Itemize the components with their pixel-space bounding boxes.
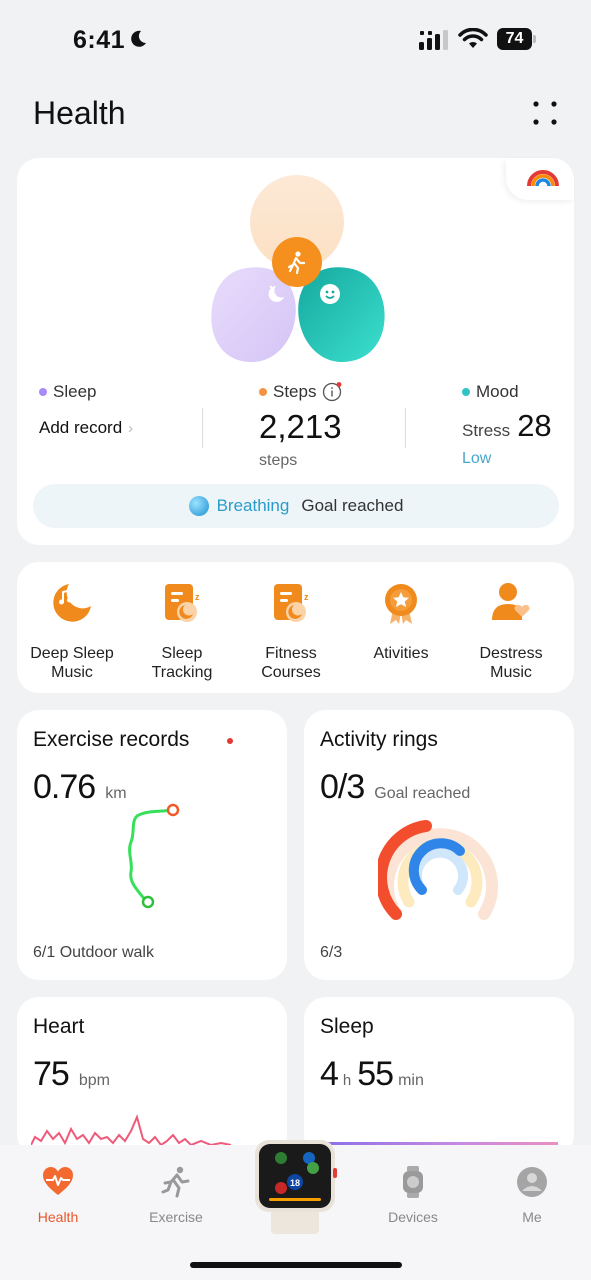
mood-label: Mood bbox=[476, 382, 519, 401]
battery-level: 74 bbox=[497, 28, 532, 50]
battery-icon: 74 bbox=[497, 28, 537, 50]
steps-metric[interactable]: Steps 2,213 steps bbox=[259, 382, 342, 470]
more-options-icon[interactable] bbox=[530, 98, 560, 128]
shortcut-destress-music[interactable]: Destress Music bbox=[456, 580, 566, 682]
shortcut-label: Deep Sleep Music bbox=[30, 645, 114, 681]
running-icon bbox=[161, 1166, 190, 1198]
page-title: Health bbox=[33, 95, 126, 131]
steps-dot bbox=[259, 388, 267, 396]
heart-card[interactable]: Heart 75 bpm bbox=[17, 997, 287, 1157]
add-record-label: Add record bbox=[39, 418, 123, 437]
exercise-distance: 0.76 bbox=[33, 768, 96, 806]
new-record-dot bbox=[227, 738, 233, 744]
tab-label: Devices bbox=[388, 1209, 438, 1225]
runner-icon bbox=[287, 251, 306, 275]
sleep-card[interactable]: Sleep 4 h 55 min bbox=[304, 997, 574, 1157]
shortcut-label: Destress Music bbox=[479, 645, 543, 681]
add-sleep-record-link[interactable]: Add record › bbox=[39, 418, 133, 438]
rings-value: 0/3 bbox=[320, 768, 365, 806]
smartwatch-device-image[interactable]: 18 bbox=[253, 1138, 337, 1234]
heart-rate-value: 75 bbox=[33, 1055, 70, 1093]
rainbow-icon bbox=[527, 170, 559, 190]
sleep-dot bbox=[39, 388, 47, 396]
sleep-moon-icon bbox=[268, 285, 284, 302]
sleep-card-title: Sleep bbox=[320, 1015, 374, 1038]
chevron-right-icon: › bbox=[128, 419, 134, 437]
status-bar: 6:41 74 bbox=[0, 0, 591, 80]
sleep-minutes-unit: min bbox=[398, 1072, 424, 1089]
medal-icon bbox=[385, 584, 417, 624]
breathing-label: Breathing bbox=[216, 496, 290, 515]
shortcut-label: Fitness Courses bbox=[261, 645, 321, 681]
svg-text:z: z bbox=[304, 592, 309, 602]
stress-label: Stress bbox=[462, 421, 511, 440]
stress-value: 28 bbox=[517, 408, 552, 443]
shortcut-activities[interactable]: Ativities bbox=[346, 580, 456, 663]
shortcut-label: Sleep Tracking bbox=[151, 645, 213, 681]
sleep-stage-bar bbox=[320, 1142, 558, 1145]
heart-rate-sparkline bbox=[31, 1113, 232, 1145]
exercise-records-card[interactable]: Exercise records 0.76 km 6/1 Outdoor wal… bbox=[17, 710, 287, 980]
divider bbox=[405, 408, 406, 448]
steps-label: Steps bbox=[273, 382, 317, 401]
health-petals-graphic bbox=[211, 175, 385, 362]
activity-rings-graphic bbox=[378, 820, 498, 920]
breathing-icon bbox=[188, 496, 209, 516]
divider bbox=[202, 408, 203, 448]
steps-value: 2,213 bbox=[259, 408, 342, 445]
steps-unit: steps bbox=[259, 452, 298, 469]
mood-dot bbox=[462, 388, 470, 396]
destress-icon bbox=[492, 583, 530, 620]
profile-icon bbox=[517, 1167, 547, 1197]
signal-icon bbox=[419, 30, 448, 50]
shortcut-sleep-tracking[interactable]: z Sleep Tracking bbox=[127, 580, 237, 682]
tab-label: Me bbox=[522, 1209, 542, 1225]
stress-level: Low bbox=[462, 450, 492, 467]
heart-card-title: Heart bbox=[33, 1015, 85, 1038]
watch-date: 18 bbox=[290, 1178, 300, 1188]
shortcut-label: Ativities bbox=[373, 645, 429, 662]
tab-devices[interactable]: Devices bbox=[368, 1165, 458, 1225]
tab-me[interactable]: Me bbox=[487, 1165, 577, 1225]
exercise-card-title: Exercise records bbox=[33, 728, 190, 751]
health-summary-card[interactable]: Sleep Add record › Steps 2,213 steps Moo… bbox=[17, 158, 574, 545]
shortcut-fitness-courses[interactable]: z Fitness Courses bbox=[236, 580, 346, 682]
shortcut-deep-sleep-music[interactable]: Deep Sleep Music bbox=[17, 580, 127, 682]
tab-health[interactable]: Health bbox=[13, 1165, 103, 1225]
rings-card-title: Activity rings bbox=[320, 728, 438, 751]
mood-face-icon bbox=[320, 284, 340, 304]
sleep-tracking-icon: z bbox=[165, 584, 200, 622]
status-time: 6:41 bbox=[73, 26, 126, 54]
music-moon-icon bbox=[53, 584, 91, 622]
breathing-banner[interactable]: Breathing Goal reached bbox=[33, 484, 559, 528]
svg-text:z: z bbox=[195, 592, 200, 602]
activity-rings-card[interactable]: Activity rings 0/3 Goal reached 6/3 bbox=[304, 710, 574, 980]
exercise-card-footer: 6/1 Outdoor walk bbox=[33, 944, 154, 961]
heart-rate-unit: bpm bbox=[78, 1072, 110, 1089]
tab-label: Exercise bbox=[149, 1209, 203, 1225]
sleep-hours: 4 bbox=[320, 1055, 339, 1093]
home-indicator[interactable] bbox=[190, 1262, 402, 1268]
watch-icon bbox=[403, 1166, 423, 1198]
tab-exercise[interactable]: Exercise bbox=[131, 1165, 221, 1225]
sleep-hours-unit: h bbox=[342, 1072, 352, 1089]
rainbow-button[interactable] bbox=[506, 158, 574, 200]
info-icon[interactable] bbox=[322, 382, 342, 402]
sleep-metric[interactable]: Sleep Add record › bbox=[39, 382, 133, 438]
tab-label: Health bbox=[37, 1209, 79, 1225]
wifi-icon bbox=[458, 28, 488, 48]
mood-metric[interactable]: Mood Stress 28 Low bbox=[462, 382, 552, 468]
breathing-status: Goal reached bbox=[301, 496, 404, 515]
sleep-label: Sleep bbox=[53, 382, 97, 401]
rings-status: Goal reached bbox=[374, 785, 471, 802]
exercise-unit: km bbox=[105, 785, 127, 802]
moon-icon bbox=[131, 30, 146, 47]
route-map bbox=[128, 803, 180, 909]
sleep-minutes: 55 bbox=[357, 1055, 394, 1093]
heart-icon bbox=[43, 1167, 73, 1195]
rings-card-footer: 6/3 bbox=[320, 944, 343, 961]
shortcuts-card: Deep Sleep Music z Sleep Tracking z Fitn… bbox=[17, 562, 574, 693]
fitness-courses-icon: z bbox=[274, 584, 309, 622]
